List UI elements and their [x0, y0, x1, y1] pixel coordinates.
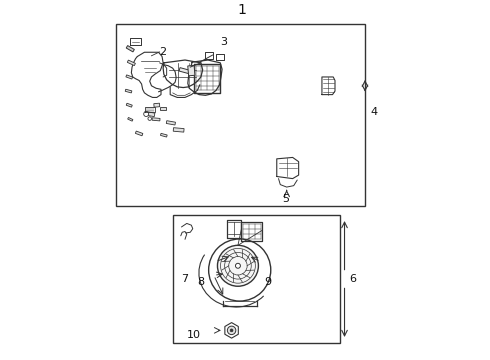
Text: 1: 1	[237, 3, 246, 17]
Bar	[145, 112, 155, 117]
Text: 5: 5	[282, 194, 289, 204]
Circle shape	[236, 263, 241, 268]
Bar	[161, 133, 167, 137]
Circle shape	[148, 117, 151, 120]
Text: 7: 7	[181, 274, 189, 284]
Text: 6: 6	[349, 274, 356, 284]
Text: 10: 10	[187, 330, 201, 340]
Bar	[172, 215, 340, 343]
Bar	[128, 117, 133, 121]
Bar	[126, 46, 134, 52]
Text: 9: 9	[265, 277, 271, 287]
Text: 8: 8	[197, 277, 204, 287]
Bar	[135, 131, 143, 136]
Bar	[127, 60, 135, 66]
Polygon shape	[225, 323, 238, 338]
Text: 3: 3	[220, 37, 227, 47]
Bar	[154, 103, 160, 107]
Bar	[126, 103, 132, 107]
Circle shape	[218, 245, 258, 286]
Text: 4: 4	[370, 107, 377, 117]
Bar	[160, 107, 166, 111]
Bar	[188, 66, 195, 76]
Bar	[173, 128, 184, 132]
Circle shape	[144, 112, 148, 117]
Bar	[166, 121, 175, 125]
Circle shape	[227, 326, 236, 334]
Bar	[116, 24, 365, 206]
Bar	[179, 68, 190, 73]
Bar	[125, 89, 132, 93]
Circle shape	[230, 329, 233, 332]
Bar	[126, 75, 133, 79]
Text: 2: 2	[160, 47, 167, 57]
Bar	[152, 118, 160, 121]
